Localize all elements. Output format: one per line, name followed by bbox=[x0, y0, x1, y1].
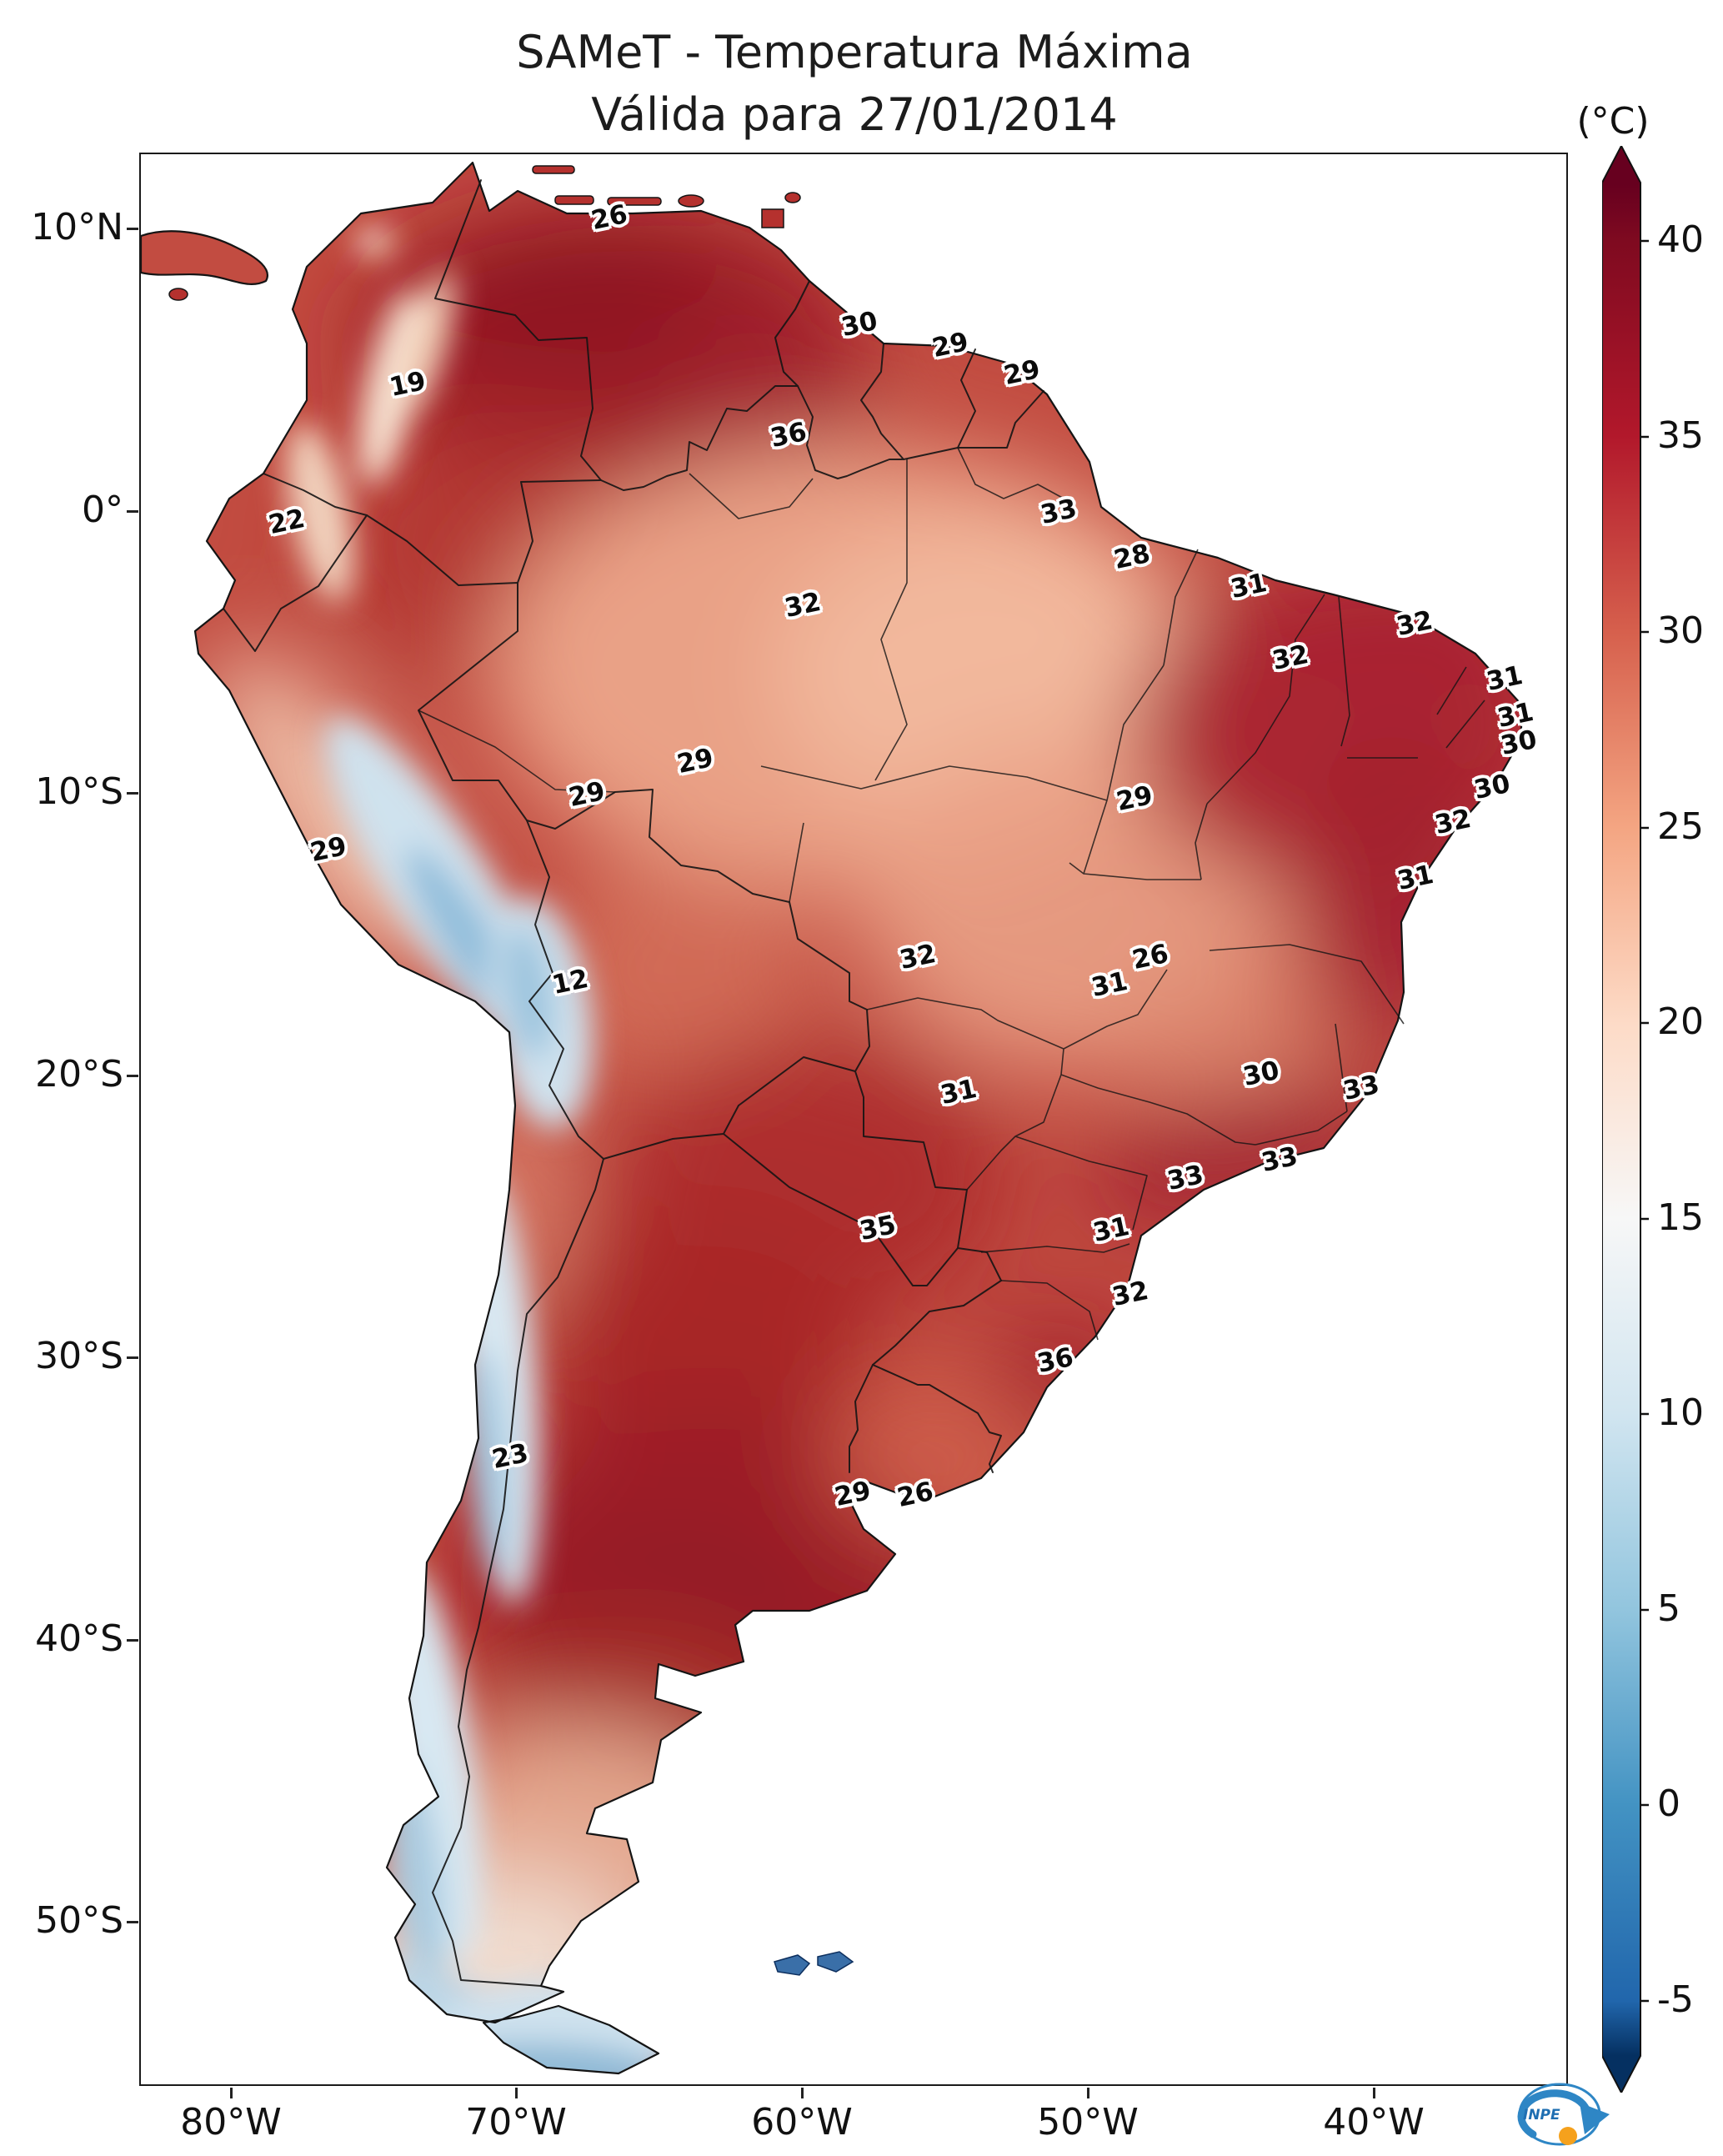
colorbar-tick-marks bbox=[1640, 239, 1649, 2003]
colorbar-tick-label: -5 bbox=[1657, 1978, 1694, 2021]
colorbar-tick-label: 10 bbox=[1657, 1391, 1704, 1434]
latitude-tick-mark bbox=[127, 228, 138, 230]
colorbar-tick-label: 20 bbox=[1657, 1000, 1704, 1043]
longitude-tick-mark bbox=[1373, 2088, 1375, 2098]
longitude-tick-mark bbox=[1087, 2088, 1089, 2098]
south-america-map bbox=[141, 161, 1523, 2075]
colorbar-tick-label: 15 bbox=[1657, 1196, 1704, 1239]
latitude-tick-mark bbox=[127, 1921, 138, 1923]
colorbar-tick-label: 30 bbox=[1657, 609, 1704, 652]
state-borders bbox=[418, 447, 1485, 1341]
latitude-tick-label: 30°S bbox=[35, 1335, 123, 1377]
latitude-tick-label: 20°S bbox=[35, 1053, 123, 1096]
logo-orange-dot bbox=[1559, 2127, 1577, 2145]
colorbar-tick-label: 0 bbox=[1657, 1782, 1680, 1825]
latitude-tick-label: 0° bbox=[82, 489, 123, 531]
longitude-tick-label: 40°W bbox=[1323, 2101, 1425, 2143]
latitude-tick-label: 40°S bbox=[35, 1617, 123, 1660]
latitude-tick-mark bbox=[127, 1639, 138, 1642]
latitude-tick-mark bbox=[127, 792, 138, 795]
title-line-1: SAMeT - Temperatura Máxima bbox=[516, 26, 1193, 78]
latitude-tick-label: 50°S bbox=[35, 1899, 123, 1942]
longitude-tick-label: 60°W bbox=[751, 2101, 853, 2143]
latitude-tick-mark bbox=[127, 1356, 138, 1359]
colorbar-gradient-bar bbox=[1601, 143, 1641, 2095]
logo-arrowhead bbox=[1580, 2103, 1610, 2134]
inpe-logo: INPE bbox=[1508, 2066, 1616, 2156]
latitude-tick-label: 10°N bbox=[31, 206, 123, 248]
figure-title: SAMeT - Temperatura Máxima Válida para 2… bbox=[158, 22, 1550, 146]
colorbar bbox=[1601, 143, 1652, 2095]
coastline bbox=[141, 161, 1523, 2075]
title-line-2: Válida para 27/01/2014 bbox=[591, 88, 1118, 141]
latitude-tick-label: 10°S bbox=[35, 770, 123, 813]
colorbar-tick-label: 40 bbox=[1657, 218, 1704, 261]
caribbean-islands bbox=[168, 165, 801, 301]
longitude-tick-label: 50°W bbox=[1037, 2101, 1139, 2143]
colorbar-unit-label: (°C) bbox=[1576, 100, 1650, 143]
longitude-tick-mark bbox=[801, 2088, 804, 2098]
colorbar-tick-label: 25 bbox=[1657, 805, 1704, 848]
latitude-tick-mark bbox=[127, 510, 138, 513]
temperature-field bbox=[141, 163, 1521, 2073]
latitude-tick-mark bbox=[127, 1075, 138, 1077]
logo-text: INPE bbox=[1523, 2107, 1560, 2123]
longitude-tick-label: 80°W bbox=[180, 2101, 282, 2143]
longitude-tick-mark bbox=[230, 2088, 233, 2098]
colorbar-tick-label: 5 bbox=[1657, 1587, 1680, 1630]
country-borders bbox=[223, 179, 1044, 1987]
longitude-tick-mark bbox=[515, 2088, 518, 2098]
map-plot-area: 26 30 29 29 19 36 22 33 28 31 32 32 32 31 31 30 30 29 29 29… bbox=[139, 153, 1610, 2146]
colorbar-tick-label: 35 bbox=[1657, 414, 1704, 457]
falkland-islands bbox=[774, 1951, 854, 1976]
longitude-tick-label: 70°W bbox=[465, 2101, 567, 2143]
